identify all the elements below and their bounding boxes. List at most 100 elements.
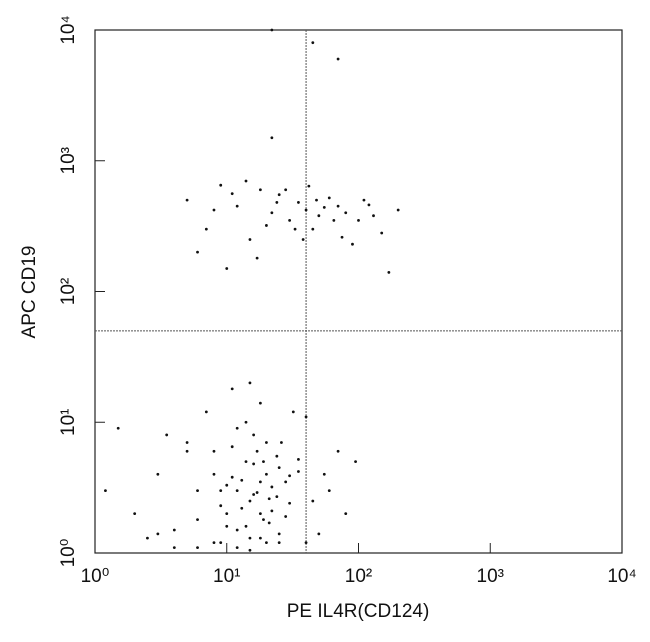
data-point [172, 528, 176, 532]
data-point [235, 489, 239, 493]
y-tick-label: 10⁴ [58, 15, 79, 44]
data-point [327, 196, 331, 200]
data-point [297, 201, 300, 204]
data-point [258, 401, 262, 405]
data-point [357, 218, 360, 222]
data-point [270, 28, 274, 32]
data-point [240, 506, 244, 510]
data-point [288, 218, 292, 222]
data-point [252, 462, 256, 466]
data-point [317, 214, 321, 218]
data-point [204, 410, 208, 414]
data-point [230, 475, 234, 479]
data-point [235, 204, 239, 208]
data-point [336, 57, 340, 61]
data-point [284, 188, 288, 192]
data-point [235, 528, 239, 532]
data-point [275, 495, 279, 498]
data-point [212, 472, 216, 476]
data-point [304, 208, 308, 212]
plot-frame [94, 29, 623, 554]
data-point [248, 499, 252, 503]
data-point [225, 524, 229, 528]
data-point [284, 515, 288, 518]
data-point [380, 231, 384, 235]
data-point [270, 485, 274, 489]
data-point [235, 546, 239, 549]
data-point [230, 192, 234, 196]
data-point [172, 546, 176, 549]
y-tick-label: 10⁰ [58, 539, 79, 568]
data-point [244, 460, 248, 464]
data-point [270, 211, 274, 215]
data-point [255, 256, 259, 260]
data-point [156, 532, 160, 536]
data-point [219, 504, 223, 508]
data-point [284, 480, 288, 484]
data-point [307, 184, 311, 188]
data-point [367, 203, 371, 207]
data-point [301, 238, 305, 241]
data-point [248, 548, 252, 552]
y-axis-label: APC CD19 [19, 246, 40, 339]
data-point [219, 541, 223, 545]
data-point [336, 204, 340, 208]
data-point [185, 441, 189, 444]
data-point [104, 489, 107, 493]
data-point [288, 501, 292, 505]
data-point [387, 270, 391, 274]
x-tick-label: 10³ [477, 566, 504, 587]
data-point [293, 227, 297, 231]
data-point [185, 449, 189, 453]
data-point [288, 474, 292, 478]
data-point [267, 521, 271, 525]
data-point [322, 205, 326, 209]
data-point [146, 536, 149, 540]
data-point [277, 193, 281, 197]
data-point [258, 512, 262, 516]
data-point [240, 478, 244, 482]
data-point [351, 242, 354, 246]
data-point [265, 541, 268, 545]
data-point [372, 214, 375, 218]
data-point [252, 433, 256, 437]
x-tick-label: 10² [345, 566, 372, 587]
data-point [244, 420, 248, 424]
data-point [255, 491, 259, 494]
data-point [336, 449, 340, 453]
data-point [322, 472, 326, 476]
data-point [230, 445, 234, 449]
y-tick-label: 10¹ [58, 409, 79, 436]
data-point [267, 497, 271, 501]
data-point [280, 441, 283, 444]
data-point [212, 449, 216, 453]
data-point [248, 536, 252, 540]
data-point [204, 227, 208, 231]
data-point [277, 532, 281, 536]
data-point [219, 489, 223, 493]
data-point [244, 179, 248, 183]
data-point [311, 499, 315, 503]
data-point [262, 460, 265, 464]
data-point [219, 183, 223, 187]
data-point [311, 41, 315, 45]
data-point [258, 480, 262, 484]
data-point [275, 201, 279, 204]
data-point [196, 518, 199, 522]
data-point [258, 536, 262, 540]
data-point [297, 457, 300, 461]
data-point [196, 489, 199, 493]
data-point [196, 546, 199, 549]
data-point [354, 460, 357, 464]
data-point [255, 449, 259, 453]
data-point [116, 426, 120, 430]
data-point [291, 410, 295, 414]
data-point [244, 524, 248, 528]
data-point [344, 512, 348, 516]
data-point [165, 433, 169, 437]
data-point [315, 198, 318, 202]
data-point [265, 472, 268, 476]
data-point [327, 489, 331, 493]
data-point [304, 541, 308, 545]
